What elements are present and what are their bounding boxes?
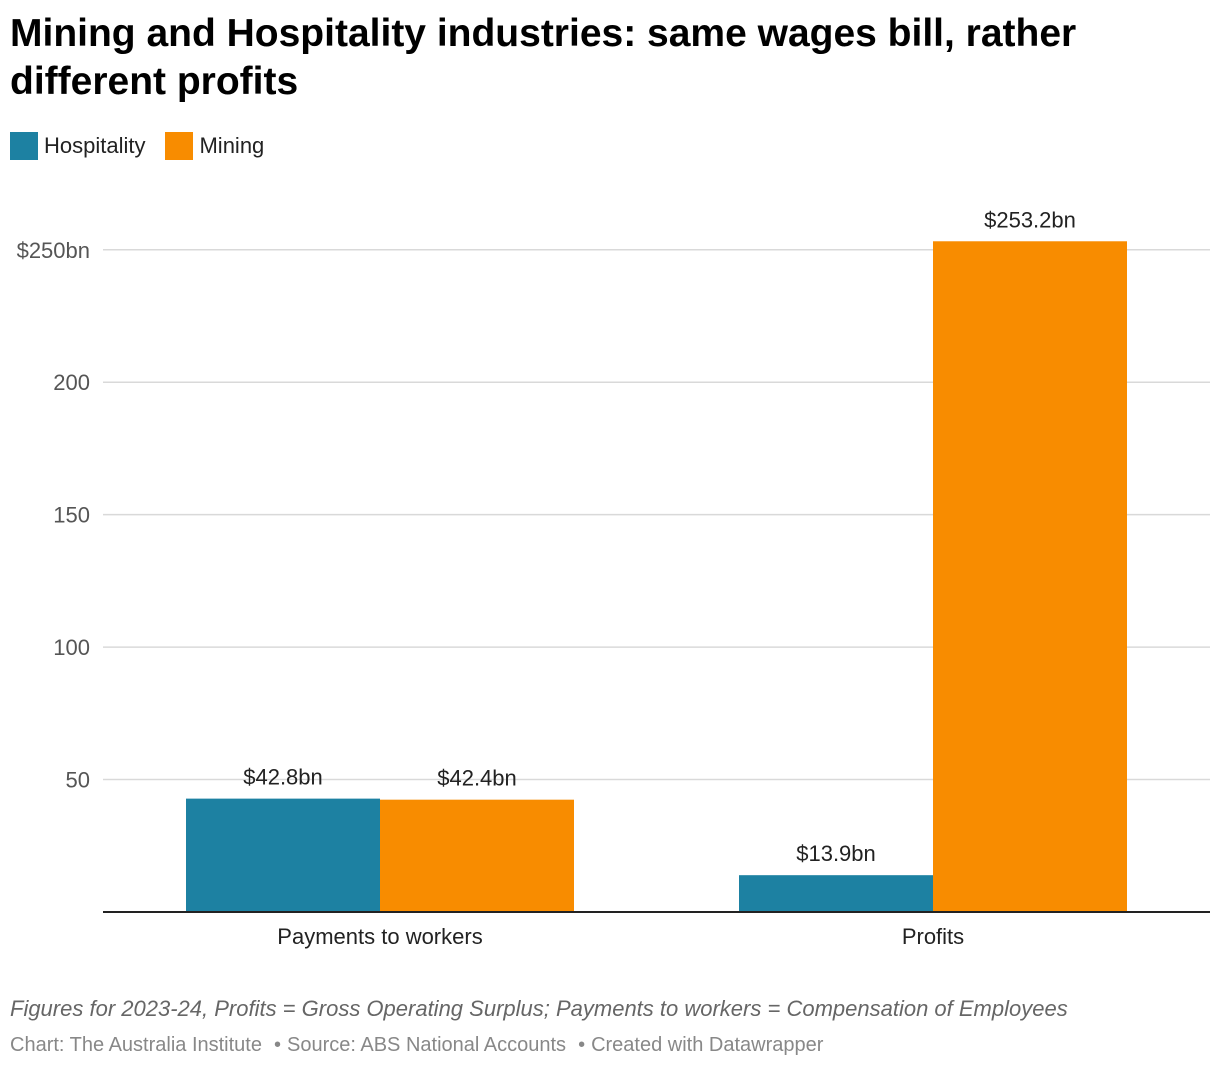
- bar-hospitality-profits: [739, 875, 933, 912]
- x-category-label: Profits: [902, 924, 964, 949]
- y-tick-label: $250bn: [17, 238, 90, 263]
- bar-chart: $42.8bn $13.9bn $42.4bn $253.2bn 50 100 150 20…: [17, 207, 1210, 949]
- data-label: $13.9bn: [796, 841, 876, 866]
- bar-hospitality-payments: [186, 798, 380, 912]
- y-tick-label: 50: [66, 768, 90, 793]
- y-tick-label: 150: [53, 503, 90, 528]
- y-tick-label: 200: [53, 370, 90, 395]
- legend-label-mining: Mining: [199, 133, 265, 158]
- legend-label-hospitality: Hospitality: [44, 133, 146, 158]
- chart-footer: Chart: The Australia Institute • Source:…: [10, 1034, 823, 1057]
- y-tick-label: 100: [53, 635, 90, 660]
- legend: Hospitality Mining: [10, 132, 284, 160]
- axes: 50 100 150 200 $250bn Payments to workers Prof…: [17, 238, 1210, 949]
- bar-mining-payments: [380, 799, 574, 912]
- footer-created-with: Created with Datawrapper: [591, 1034, 824, 1056]
- footer-source: Source: ABS National Accounts: [287, 1034, 567, 1056]
- chart-notes: Figures for 2023-24, Profits = Gross Ope…: [10, 996, 1068, 1021]
- legend-swatch-hospitality: [10, 132, 38, 160]
- data-label: $253.2bn: [984, 207, 1076, 232]
- x-category-label: Payments to workers: [277, 924, 482, 949]
- footer-separator: •: [578, 1034, 586, 1056]
- footer-separator: •: [273, 1034, 281, 1056]
- legend-item-mining: Mining: [165, 132, 264, 160]
- data-label: $42.8bn: [243, 765, 323, 790]
- data-label: $42.4bn: [437, 766, 517, 791]
- bar-mining-profits: [933, 241, 1127, 912]
- footer-chart-credit: Chart: The Australia Institute: [10, 1034, 262, 1056]
- chart-title: Mining and Hospitality industries: same …: [10, 12, 1077, 103]
- bars: [186, 241, 1127, 912]
- legend-swatch-mining: [165, 132, 194, 160]
- legend-item-hospitality: Hospitality: [10, 132, 145, 160]
- value-labels: $42.8bn $13.9bn $42.4bn $253.2bn: [243, 207, 1076, 866]
